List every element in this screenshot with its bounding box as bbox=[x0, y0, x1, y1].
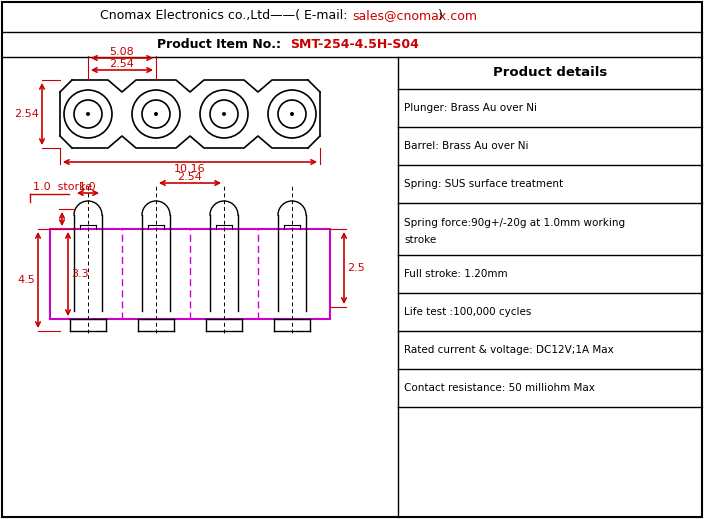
Text: 2.54: 2.54 bbox=[177, 172, 203, 182]
Circle shape bbox=[222, 112, 226, 116]
Text: 5.08: 5.08 bbox=[110, 47, 134, 57]
Text: Life test :100,000 cycles: Life test :100,000 cycles bbox=[404, 307, 532, 317]
Text: 3.3: 3.3 bbox=[71, 269, 89, 279]
Text: Rated current & voltage: DC12V;1A Max: Rated current & voltage: DC12V;1A Max bbox=[404, 345, 614, 355]
Circle shape bbox=[154, 112, 158, 116]
Text: 2.5: 2.5 bbox=[347, 263, 365, 273]
Text: Contact resistance: 50 milliohm Max: Contact resistance: 50 milliohm Max bbox=[404, 383, 595, 393]
Text: 4.5: 4.5 bbox=[18, 275, 35, 285]
Circle shape bbox=[290, 112, 294, 116]
Text: Barrel: Brass Au over Ni: Barrel: Brass Au over Ni bbox=[404, 141, 529, 151]
Text: Spring: SUS surface treatment: Spring: SUS surface treatment bbox=[404, 179, 563, 189]
Text: 2.54: 2.54 bbox=[110, 59, 134, 69]
Text: Full stroke: 1.20mm: Full stroke: 1.20mm bbox=[404, 269, 508, 279]
Text: Plunger: Brass Au over Ni: Plunger: Brass Au over Ni bbox=[404, 103, 537, 113]
Text: Cnomax Electronics co.,Ltd——( E-mail:: Cnomax Electronics co.,Ltd——( E-mail: bbox=[101, 9, 352, 22]
Text: 1.0  storke: 1.0 storke bbox=[33, 182, 92, 193]
Text: Product details: Product details bbox=[493, 66, 607, 79]
Text: SMT-254-4.5H-S04: SMT-254-4.5H-S04 bbox=[290, 38, 419, 51]
Bar bbox=[50, 229, 330, 319]
Circle shape bbox=[86, 112, 90, 116]
Text: Spring force:90g+/-20g at 1.0mm working: Spring force:90g+/-20g at 1.0mm working bbox=[404, 218, 625, 228]
Text: Product Item No.:: Product Item No.: bbox=[157, 38, 290, 51]
Text: 10.16: 10.16 bbox=[174, 164, 206, 174]
Text: 2.54: 2.54 bbox=[14, 109, 39, 119]
Text: ): ) bbox=[439, 9, 444, 22]
Text: 1.0: 1.0 bbox=[79, 182, 97, 192]
Text: stroke: stroke bbox=[404, 236, 436, 245]
Text: sales@cnomax.com: sales@cnomax.com bbox=[352, 9, 477, 22]
